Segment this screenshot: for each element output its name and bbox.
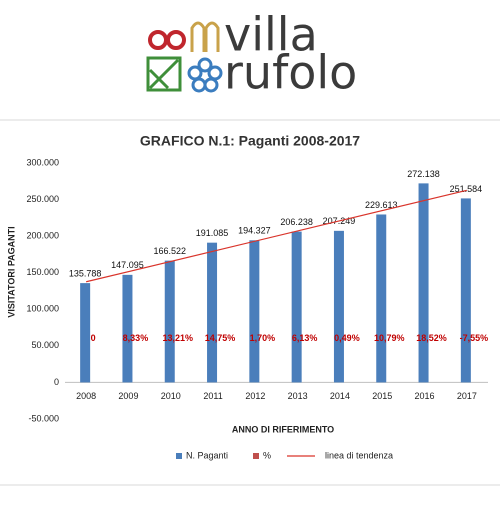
chart-title: GRAFICO N.1: Paganti 2008-2017: [140, 133, 360, 149]
value-label: 1,70%: [250, 333, 276, 343]
value-label: 0,49%: [334, 333, 360, 343]
value-label: 206.238: [280, 217, 313, 227]
value-label: 272.138: [407, 169, 440, 179]
logo-icon: [192, 23, 218, 52]
x-tick-label: 2009: [118, 391, 138, 401]
logo: villa rufolo: [148, 8, 357, 100]
y-tick-label: -50.000: [28, 413, 59, 423]
x-tick-label: 2016: [415, 391, 435, 401]
bar: [461, 198, 471, 382]
x-tick-label: 2010: [161, 391, 181, 401]
bar: [80, 283, 90, 382]
legend-label: linea di tendenza: [325, 450, 393, 460]
x-tick-label: 2014: [330, 391, 350, 401]
x-tick-label: 2013: [288, 391, 308, 401]
bar: [207, 243, 217, 383]
logo-icon: [168, 32, 184, 48]
x-tick-label: 2017: [457, 391, 477, 401]
value-label: 18,52%: [416, 333, 447, 343]
logo-icon: [150, 60, 178, 88]
value-label: 135.788: [69, 268, 102, 278]
value-label: 0: [91, 333, 96, 343]
legend-label: %: [263, 450, 271, 460]
logo-icon: [189, 59, 221, 91]
legend-label: N. Paganti: [186, 450, 228, 460]
bar: [419, 183, 429, 382]
value-label: 191.085: [196, 228, 229, 238]
value-label: -7,55%: [460, 333, 489, 343]
value-label: 10,79%: [374, 333, 405, 343]
value-label: 166.522: [153, 246, 186, 256]
x-tick-label: 2012: [245, 391, 265, 401]
logo-icon: [150, 32, 166, 48]
bar: [122, 275, 132, 383]
value-label: 14,75%: [205, 333, 236, 343]
legend-swatch: [253, 453, 259, 459]
bar: [249, 240, 259, 382]
value-label: 251.584: [450, 184, 483, 194]
x-tick-label: 2011: [203, 391, 222, 401]
y-tick-label: 300.000: [26, 157, 59, 167]
bar: [334, 231, 344, 383]
x-tick-label: 2008: [76, 391, 96, 401]
trend-line: [86, 190, 467, 281]
value-label: 6,13%: [292, 333, 318, 343]
bar: [292, 232, 302, 383]
y-tick-label: 50.000: [31, 340, 59, 350]
y-tick-label: 100.000: [26, 304, 59, 314]
bar: [165, 261, 175, 383]
value-label: 8,33%: [123, 333, 149, 343]
x-tick-label: 2015: [372, 391, 392, 401]
bar: [376, 214, 386, 382]
y-tick-label: 0: [54, 377, 59, 387]
y-tick-label: 150.000: [26, 267, 59, 277]
value-label: 194.327: [238, 226, 271, 236]
value-label: 13,21%: [162, 333, 193, 343]
logo-text: rufolo: [224, 46, 357, 100]
y-tick-label: 250.000: [26, 194, 59, 204]
y-axis-title: VISITATORI PAGANTI: [6, 226, 16, 317]
y-tick-label: 200.000: [26, 231, 59, 241]
legend-swatch: [176, 453, 182, 459]
x-axis-title: ANNO DI RIFERIMENTO: [232, 424, 334, 434]
